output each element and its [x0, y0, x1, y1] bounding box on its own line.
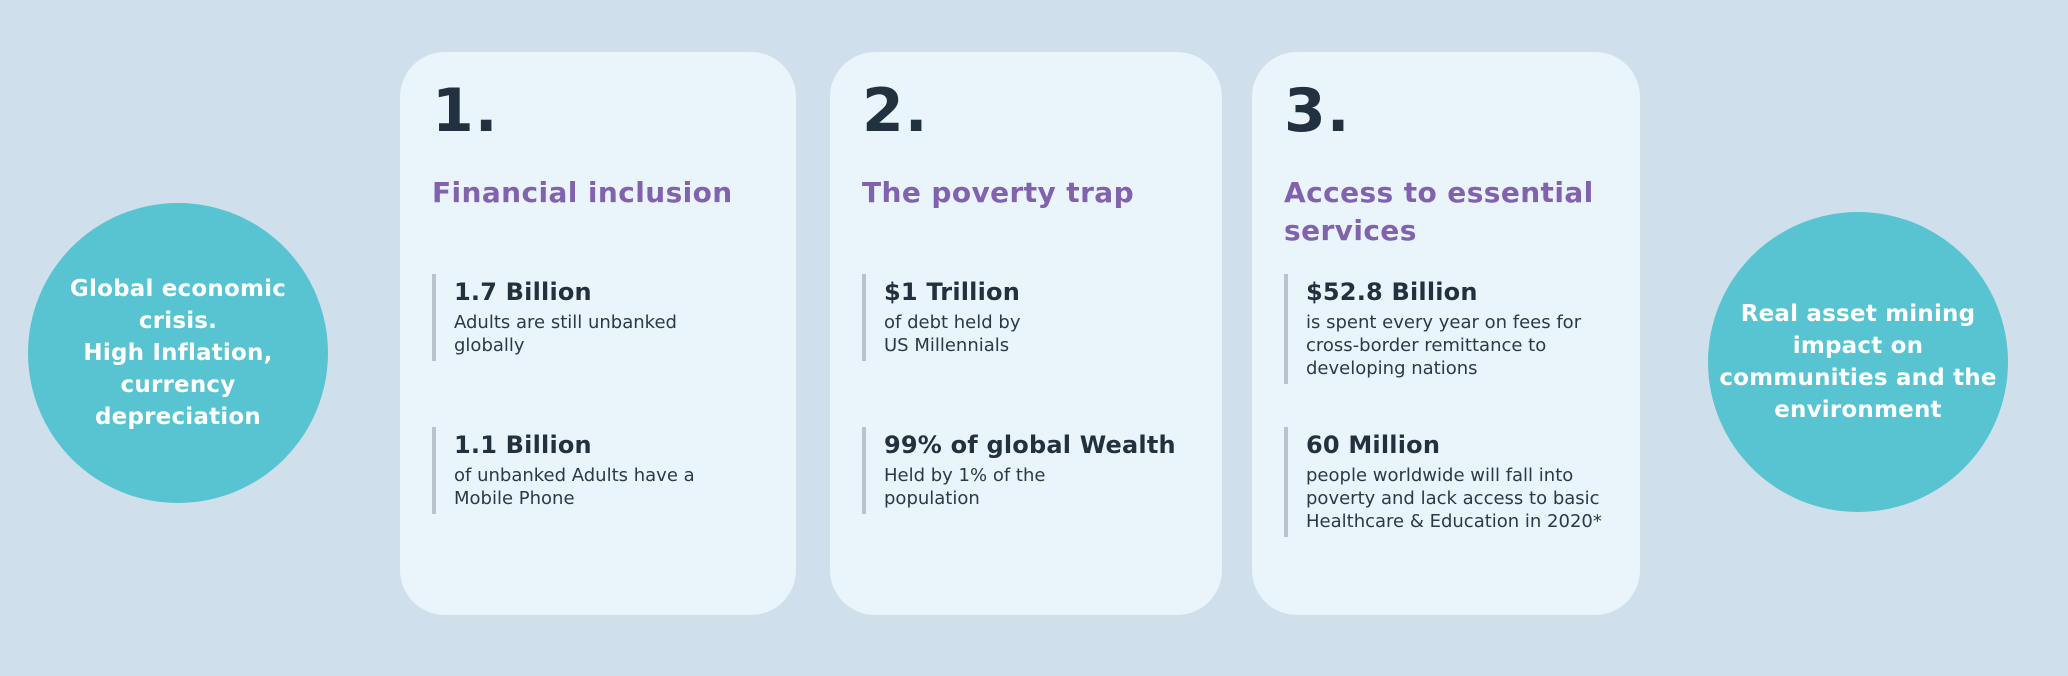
card-title: Financial inclusion	[432, 176, 733, 209]
stat-block: 1.1 Billion of unbanked Adults have a Mo…	[432, 427, 778, 514]
card-title: The poverty trap	[862, 176, 1135, 209]
stat-description: of unbanked Adults have a Mobile Phone	[454, 465, 695, 509]
left-circle-text: Global economic crisis. High Inflation, …	[69, 276, 287, 430]
card-financial-inclusion: 1. Financial inclusion 1.7 Billion Adult…	[400, 52, 796, 615]
stat-description: is spent every year on fees for cross-bo…	[1306, 312, 1582, 379]
stat-value: 99% of global Wealth	[884, 431, 1176, 459]
stat-block: 99% of global Wealth Held by 1% of the p…	[862, 427, 1204, 514]
stat-block: 1.7 Billion Adults are still unbanked gl…	[432, 274, 778, 361]
card-poverty-trap: 2. The poverty trap $1 Trillion of debt …	[830, 52, 1222, 615]
card-title: Access to essential services	[1284, 176, 1594, 247]
stat-block: $1 Trillion of debt held by US Millennia…	[862, 274, 1204, 361]
card-number: 3.	[1284, 76, 1351, 146]
stat-block: 60 Million people worldwide will fall in…	[1284, 427, 1622, 537]
stat-block: $52.8 Billion is spent every year on fee…	[1284, 274, 1622, 384]
left-circle: Global economic crisis. High Inflation, …	[28, 203, 328, 503]
stat-description: of debt held by US Millennials	[884, 312, 1021, 356]
right-circle: Real asset mining impact on communities …	[1708, 212, 2008, 512]
stat-value: 1.7 Billion	[454, 278, 592, 306]
stat-value: 60 Million	[1306, 431, 1441, 459]
stat-value: $1 Trillion	[884, 278, 1021, 306]
right-circle-text: Real asset mining impact on communities …	[1719, 301, 1997, 423]
card-number: 1.	[432, 76, 499, 146]
stat-value: $52.8 Billion	[1306, 278, 1478, 306]
stat-description: Held by 1% of the population	[884, 465, 1046, 509]
card-number: 2.	[862, 76, 929, 146]
stat-description: people worldwide will fall into poverty …	[1306, 465, 1602, 532]
stat-description: Adults are still unbanked globally	[454, 312, 677, 356]
card-access-essential-services: 3. Access to essential services $52.8 Bi…	[1252, 52, 1640, 615]
stat-value: 1.1 Billion	[454, 431, 592, 459]
